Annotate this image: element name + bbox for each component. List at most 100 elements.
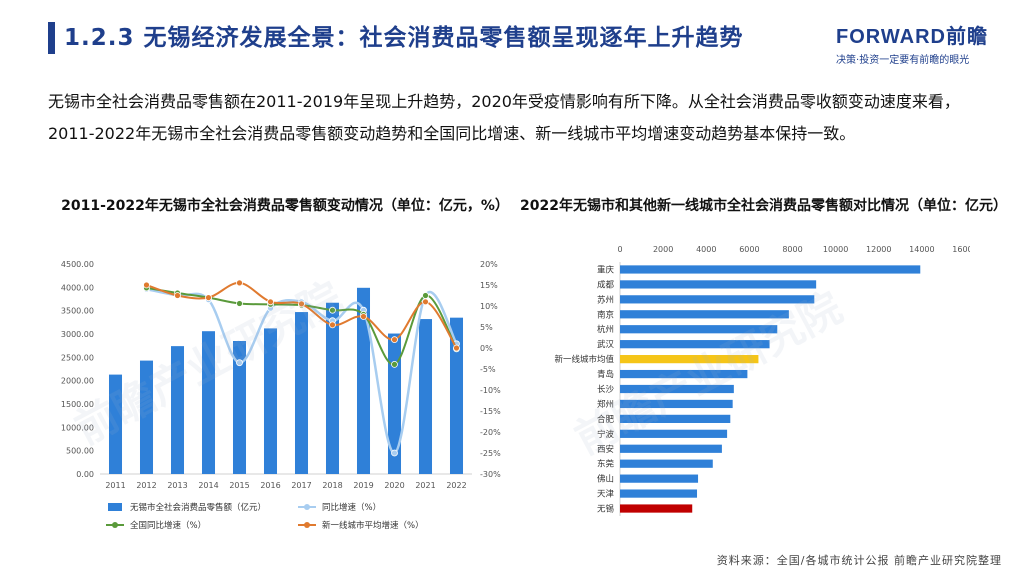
new-tier1-avg-point bbox=[143, 281, 150, 289]
right-chart-title: 2022年无锡市和其他新一线城市全社会消费品零售额对比情况（单位：亿元） bbox=[520, 198, 1007, 214]
x-tick-label: 2018 bbox=[322, 481, 342, 490]
legend-marker bbox=[112, 522, 118, 528]
x-tick-label: 14000 bbox=[909, 245, 934, 254]
yoy-growth-point bbox=[391, 449, 398, 457]
x-tick-label: 2000 bbox=[653, 245, 673, 254]
yoy-growth-point bbox=[236, 359, 243, 367]
y-tick-label: 3000.00 bbox=[61, 330, 94, 339]
x-tick-label: 4000 bbox=[696, 245, 716, 254]
legend-marker bbox=[304, 522, 310, 528]
intro-paragraph: 无锡市全社会消费品零售额在2011-2019年呈现上升趋势，2020年受疫情影响… bbox=[48, 92, 960, 143]
retail-sales-bar bbox=[449, 317, 464, 474]
city-bar bbox=[620, 399, 733, 409]
city-bar bbox=[620, 444, 722, 453]
y2-tick-label: -5% bbox=[480, 365, 496, 374]
y2-tick-label: 5% bbox=[480, 323, 493, 332]
national-growth-point bbox=[391, 360, 398, 368]
retail-sales-bar bbox=[356, 287, 371, 474]
city-bar bbox=[620, 474, 699, 483]
y-tick-label: 0.00 bbox=[76, 470, 94, 479]
y-tick-label: 4500.00 bbox=[61, 260, 94, 269]
city-label: 苏州 bbox=[597, 294, 614, 305]
new-tier1-avg-point bbox=[236, 279, 243, 287]
y-tick-label: 3500.00 bbox=[61, 307, 94, 316]
city-label: 西安 bbox=[597, 444, 614, 455]
retail-sales-bar bbox=[108, 374, 123, 474]
national-growth-point bbox=[236, 300, 243, 307]
city-label: 南京 bbox=[597, 309, 614, 320]
x-tick-label: 6000 bbox=[739, 245, 759, 254]
new-tier1-avg-point bbox=[298, 300, 305, 308]
retail-sales-trend-chart: 4500.00 4000.00 3500.00 3000.00 2500.00 2000.… bbox=[61, 260, 501, 531]
city-bar bbox=[620, 384, 734, 394]
brand-name: FORWARD前瞻 bbox=[836, 26, 988, 48]
y-tick-label: 4000.00 bbox=[61, 283, 94, 292]
legend-label: 全国同比增速（%） bbox=[130, 520, 206, 531]
city-label: 宁波 bbox=[597, 429, 615, 440]
city-bar bbox=[620, 504, 693, 513]
city-bar bbox=[620, 429, 728, 438]
city-bar bbox=[620, 340, 770, 349]
slide-title: 1.2.3 无锡经济发展全景：社会消费品零售额呈现逐年上升趋势 bbox=[64, 25, 744, 51]
city-bar bbox=[620, 414, 731, 423]
x-tick-label: 10000 bbox=[823, 245, 848, 254]
source-note: 资料来源：全国/各城市统计公报 前瞻产业研究院整理 bbox=[716, 554, 1002, 567]
new-tier1-avg-point bbox=[329, 321, 336, 329]
new-tier1-avg-point bbox=[391, 336, 398, 343]
retail-sales-bar bbox=[418, 319, 433, 474]
y2-tick-label: 20% bbox=[480, 260, 498, 269]
x-tick-label: 12000 bbox=[866, 245, 891, 254]
x-tick-label: 2019 bbox=[353, 481, 373, 490]
city-label: 天津 bbox=[597, 489, 615, 500]
x-tick-label: 2011 bbox=[105, 481, 125, 490]
city-label: 长沙 bbox=[597, 384, 615, 395]
city-label: 新一线城市均值 bbox=[554, 354, 614, 365]
retail-sales-bar bbox=[294, 312, 309, 474]
city-label: 武汉 bbox=[597, 339, 615, 350]
city-label: 重庆 bbox=[597, 264, 615, 275]
y-tick-label: 1500.00 bbox=[61, 400, 94, 409]
national-growth-point bbox=[329, 306, 336, 314]
x-tick-label: 2021 bbox=[415, 481, 435, 490]
new-tier1-avg-point bbox=[174, 292, 181, 299]
new-tier1-avg-point bbox=[422, 298, 429, 306]
city-label: 郑州 bbox=[597, 399, 614, 410]
y-tick-label: 2500.00 bbox=[61, 353, 94, 362]
retail-sales-bar bbox=[387, 333, 402, 474]
y2-tick-label: 0% bbox=[480, 344, 493, 353]
city-bar bbox=[620, 310, 789, 319]
new-tier1-avg-point bbox=[453, 344, 460, 352]
legend-marker bbox=[304, 504, 310, 510]
city-bar bbox=[620, 355, 759, 364]
city-label: 佛山 bbox=[597, 474, 614, 485]
brand-logo: FORWARD前瞻 决策·投资一定要有前瞻的眼光 bbox=[836, 20, 988, 66]
y-tick-label: 500.00 bbox=[66, 447, 94, 456]
x-tick-label: 2014 bbox=[198, 481, 218, 490]
city-bar bbox=[620, 369, 748, 379]
y2-tick-label: 15% bbox=[480, 281, 498, 290]
x-tick-label: 8000 bbox=[782, 245, 802, 254]
city-label: 成都 bbox=[597, 279, 615, 290]
legend-label: 同比增速（%） bbox=[322, 502, 381, 513]
x-tick-label: 2016 bbox=[260, 481, 280, 490]
y2-tick-label: -10% bbox=[480, 386, 501, 395]
city-label: 东莞 bbox=[597, 459, 615, 470]
brand-slogan: 决策·投资一定要有前瞻的眼光 bbox=[836, 55, 970, 66]
x-tick-label: 2017 bbox=[291, 481, 311, 490]
legend-swatch bbox=[108, 503, 122, 511]
retail-sales-bar bbox=[170, 346, 185, 474]
legend-label: 新一线城市平均增速（%） bbox=[322, 520, 424, 531]
new-tier1-avg-point bbox=[360, 313, 367, 320]
x-tick-label: 0 bbox=[617, 245, 622, 254]
city-bar bbox=[620, 325, 778, 334]
y2-tick-label: 10% bbox=[480, 302, 498, 311]
left-chart-title: 2011-2022年无锡市全社会消费品零售额变动情况（单位：亿元，%） bbox=[61, 198, 509, 214]
new-tier1-avg-point bbox=[267, 298, 274, 306]
y2-tick-label: -25% bbox=[480, 449, 501, 458]
retail-sales-bar bbox=[201, 331, 216, 474]
city-label: 无锡 bbox=[597, 505, 615, 515]
retail-sales-bar bbox=[232, 341, 247, 474]
x-tick-label: 2015 bbox=[229, 481, 249, 490]
retail-sales-bar bbox=[325, 302, 340, 474]
national-growth-point bbox=[422, 292, 429, 299]
